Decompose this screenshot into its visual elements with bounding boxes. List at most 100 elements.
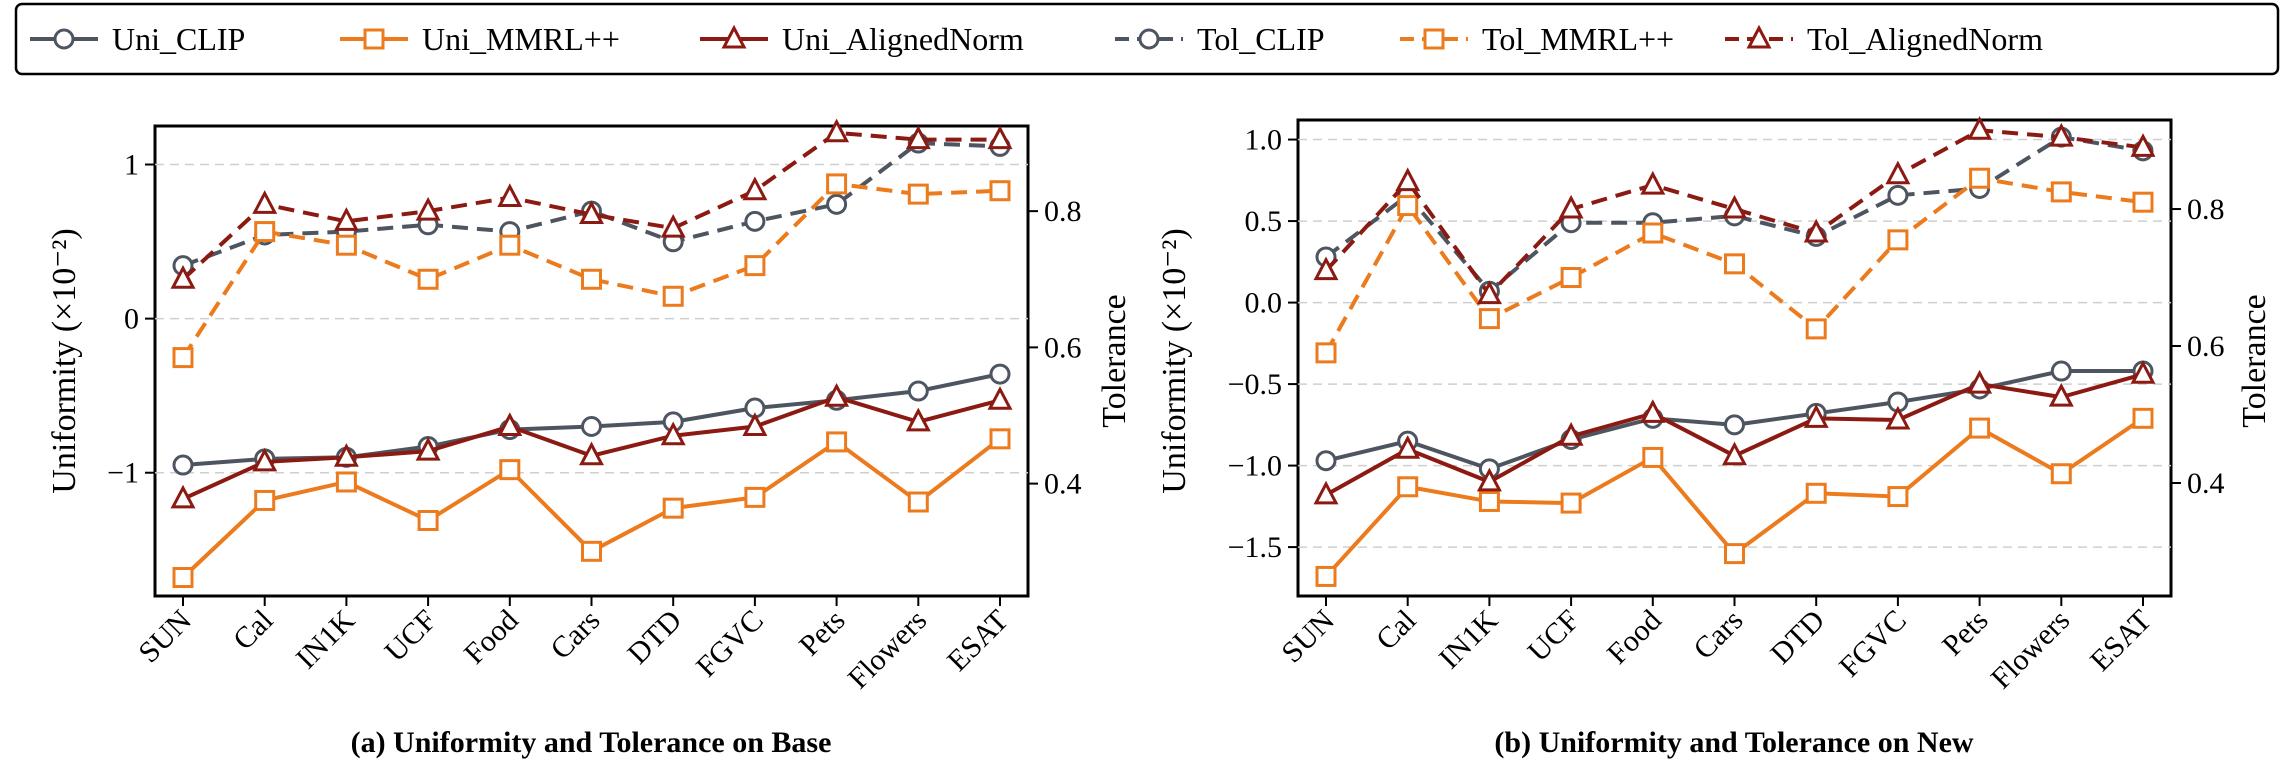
y-tick-label-left: −1.0	[1228, 450, 1282, 483]
data-point-tol-mmrl-pets	[1969, 167, 1991, 189]
series-line-tol-mmrl-base	[181, 181, 1001, 359]
y-tick-label-left: −1.5	[1228, 531, 1282, 564]
data-point-uni-clip-flowers	[907, 380, 929, 402]
data-point-uni-alignednorm-in1k	[333, 443, 359, 467]
data-point-tol-mmrl-food	[1642, 222, 1664, 244]
data-point-uni-alignednorm-ucf	[1558, 422, 1584, 446]
data-point-uni-alignednorm-pets	[824, 382, 850, 407]
series-line-tol-alignednorm-new	[1324, 128, 2144, 297]
x-tick-label-in1k: IN1K	[1433, 603, 1505, 675]
data-point-tol-alignednorm-in1k	[333, 207, 359, 231]
data-point-tol-mmrl-cal	[254, 221, 276, 243]
data-point-tol-alignednorm-fgvc	[742, 176, 768, 201]
data-point-uni-clip-sun	[172, 454, 194, 476]
data-point-uni-alignednorm-esat	[2130, 360, 2156, 384]
data-point-tol-alignednorm-flowers	[905, 125, 931, 150]
y-tick-label-right: 0.6	[2187, 330, 2225, 363]
y-tick-label-left: 0.5	[1245, 205, 1283, 238]
data-point-tol-mmrl-flowers	[2050, 181, 2072, 203]
data-point-tol-mmrl-flowers	[907, 183, 929, 205]
x-tick-label-flowers: Flowers	[842, 604, 934, 696]
data-point-uni-mmrl-fgvc	[1887, 486, 1909, 508]
legend-label-tol-alignednorm: Tol_AlignedNorm	[1807, 21, 2043, 57]
data-point-tol-alignednorm-esat	[987, 125, 1013, 150]
legend-marker-uni-alignednorm	[721, 24, 747, 49]
data-point-tol-clip-pets	[826, 193, 848, 215]
data-point-tol-alignednorm-in1k	[1476, 280, 1502, 305]
data-point-uni-alignednorm-fgvc	[742, 412, 768, 436]
x-tick-label-pets: Pets	[1936, 604, 1995, 663]
data-point-uni-alignednorm-cal	[1395, 435, 1421, 459]
x-tick-label-cal: Cal	[1370, 604, 1423, 657]
x-tick-label-cal: Cal	[227, 604, 280, 657]
data-point-tol-alignednorm-dtd	[660, 213, 686, 238]
x-tick-label-esat: ESAT	[941, 604, 1015, 678]
data-point-uni-mmrl-cars	[581, 540, 602, 562]
x-tick-label-flowers: Flowers	[1985, 604, 2077, 696]
x-tick-label-ucf: UCF	[378, 604, 443, 669]
y-axis-label-left-new: Uniformity (×10⁻²)	[1156, 228, 1193, 493]
data-point-tol-alignednorm-cars	[579, 200, 604, 225]
y-tick-label-right: 0.8	[1044, 195, 1082, 228]
legend-marker-uni-clip	[53, 28, 75, 50]
x-tick-label-sun: SUN	[132, 604, 198, 670]
data-point-uni-clip-flowers	[2050, 360, 2072, 382]
data-point-uni-alignednorm-fgvc	[1885, 405, 1911, 430]
data-point-uni-mmrl-ucf	[1560, 492, 1582, 514]
data-point-uni-alignednorm-esat	[987, 386, 1013, 410]
data-point-tol-mmrl-in1k	[1478, 308, 1500, 330]
data-point-tol-mmrl-dtd	[662, 285, 684, 307]
caption-new: (b) Uniformity and Tolerance on New	[1494, 726, 1974, 759]
data-point-uni-mmrl-esat	[2132, 407, 2154, 429]
legend-label-uni-mmrl: Uni_MMRL++	[422, 21, 620, 57]
data-point-uni-alignednorm-flowers	[905, 407, 931, 432]
series-line-tol-clip-base	[182, 141, 1001, 268]
data-point-uni-mmrl-dtd	[1805, 482, 1827, 504]
data-point-uni-mmrl-pets	[826, 431, 848, 453]
data-point-uni-alignednorm-cars	[1722, 441, 1747, 466]
data-point-uni-alignednorm-cars	[579, 441, 604, 466]
y-tick-label-left: 0.0	[1245, 287, 1283, 320]
caption-base: (a) Uniformity and Tolerance on Base	[351, 726, 832, 759]
y-tick-label-right: 0.6	[1044, 331, 1082, 364]
x-tick-label-fgvc: FGVC	[690, 604, 770, 684]
data-point-uni-mmrl-flowers	[2050, 463, 2072, 485]
x-tick-label-dtd: DTD	[621, 604, 688, 671]
data-point-tol-alignednorm-cars	[1722, 194, 1747, 219]
data-point-uni-alignednorm-dtd	[1803, 404, 1829, 428]
x-tick-label-food: Food	[458, 604, 525, 671]
data-point-tol-mmrl-cal	[1397, 195, 1419, 217]
data-point-tol-mmrl-fgvc	[1887, 229, 1909, 251]
data-point-tol-mmrl-pets	[826, 173, 848, 195]
y-tick-label-left: 0	[124, 303, 139, 336]
x-tick-label-sun: SUN	[1275, 604, 1341, 670]
data-point-tol-alignednorm-food	[497, 183, 523, 208]
data-point-uni-clip-sun	[1315, 450, 1337, 472]
x-tick-label-fgvc: FGVC	[1833, 604, 1913, 684]
data-point-tol-mmrl-esat	[989, 180, 1011, 202]
data-point-tol-mmrl-sun	[1315, 342, 1337, 364]
x-tick-label-pets: Pets	[793, 604, 852, 663]
data-point-tol-alignednorm-cal	[1395, 167, 1421, 192]
data-point-uni-mmrl-cal	[254, 489, 276, 511]
plot-area-new	[1296, 118, 2173, 598]
data-point-tol-mmrl-food	[499, 234, 521, 256]
data-point-uni-clip-cars	[581, 415, 602, 437]
y-axis-label-right-base: Tolerance	[1096, 294, 1133, 428]
y-axis-label-left-base: Uniformity (×10⁻²)	[46, 228, 83, 493]
data-point-tol-alignednorm-ucf	[1558, 194, 1584, 219]
data-point-tol-alignednorm-cal	[252, 190, 278, 214]
data-point-tol-alignednorm-sun	[170, 265, 196, 289]
legend-label-tol-mmrl: Tol_MMRL++	[1482, 21, 1674, 57]
data-point-uni-mmrl-food	[499, 459, 521, 481]
data-point-uni-alignednorm-food	[1640, 399, 1666, 423]
data-point-uni-mmrl-in1k	[335, 471, 357, 493]
data-point-uni-mmrl-flowers	[907, 491, 929, 513]
x-tick-label-cars: Cars	[544, 604, 606, 666]
data-point-uni-mmrl-sun	[1315, 565, 1337, 587]
y-axis-label-right-new: Tolerance	[2236, 294, 2273, 428]
data-point-tol-alignednorm-pets	[824, 118, 850, 143]
y-tick-label-left: −1	[107, 457, 139, 490]
data-point-uni-mmrl-esat	[989, 428, 1011, 450]
data-point-tol-mmrl-esat	[2132, 191, 2154, 213]
